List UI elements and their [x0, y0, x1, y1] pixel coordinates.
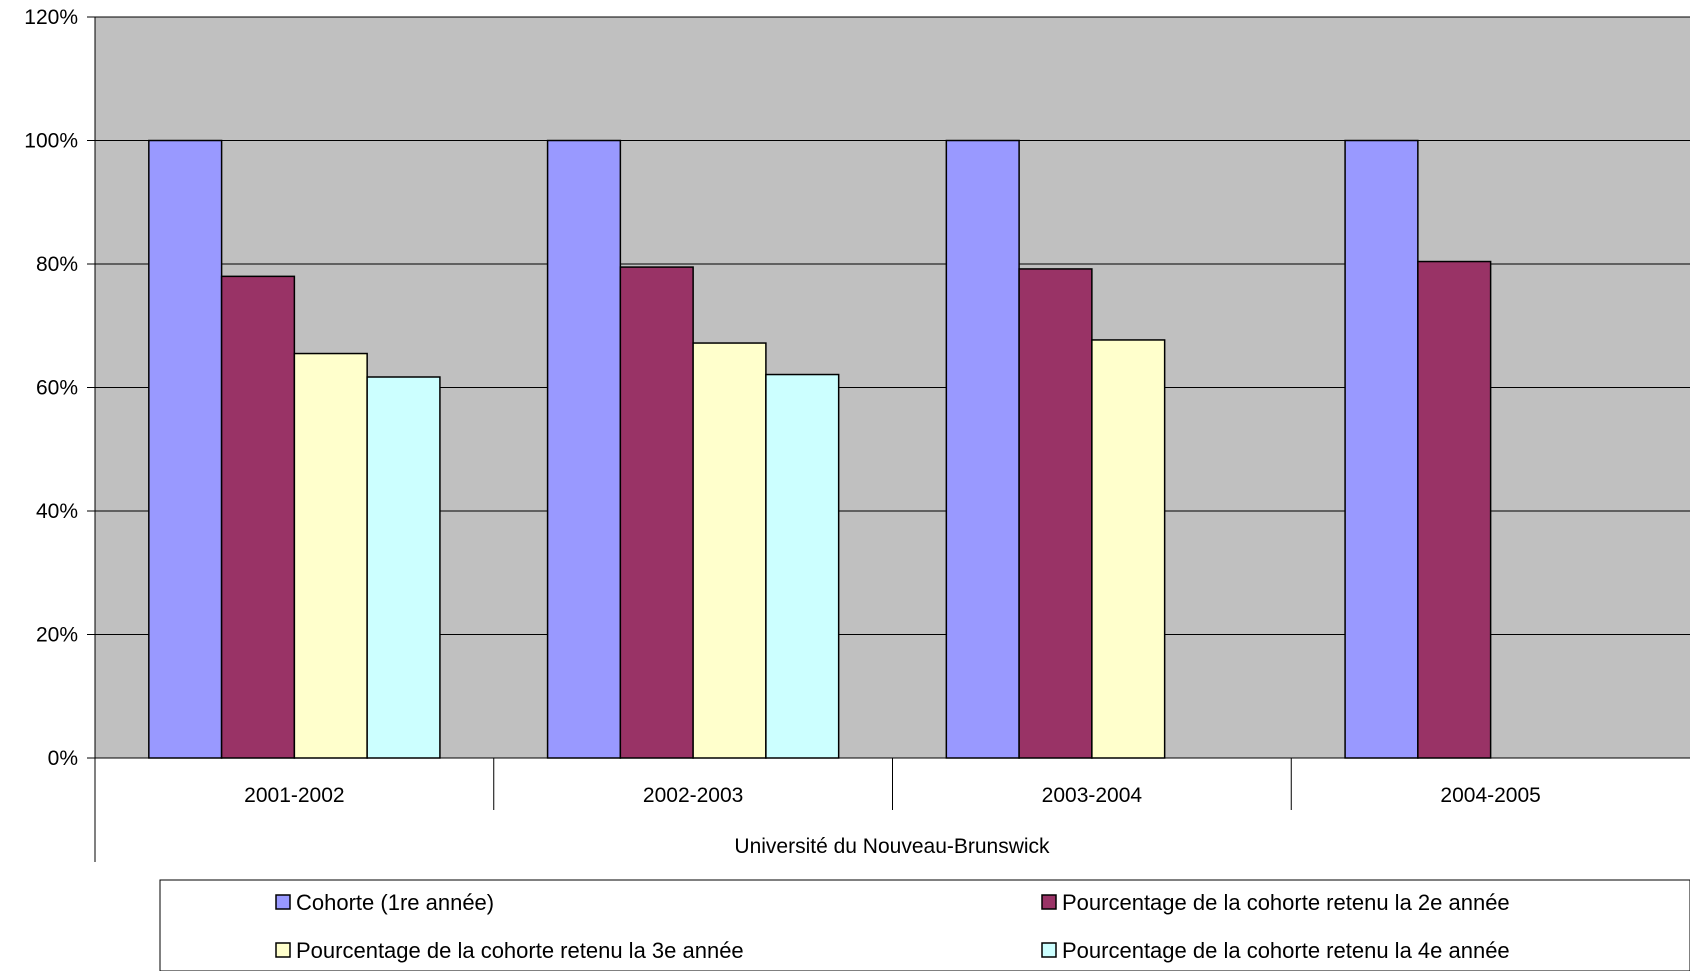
- bar-series-1-2003-2004: [945, 139, 1020, 759]
- y-tick-label: 120%: [24, 6, 78, 29]
- x-category-label: 2003-2004: [1042, 784, 1143, 807]
- legend-swatch: [275, 894, 291, 910]
- legend-frame: [159, 879, 1690, 971]
- legend-swatch: [1041, 894, 1057, 910]
- x-category-label: 2001-2002: [244, 784, 344, 807]
- y-axis-ticks: 0% 20% 40% 60% 80% 100% 120%: [24, 6, 95, 770]
- legend-item-label: Pourcentage de la cohorte retenu la 4e a…: [1062, 938, 1510, 963]
- group-label: Université du Nouveau-Brunswick: [734, 835, 1050, 858]
- bar-series-3-2003-2004: [1091, 339, 1166, 759]
- y-tick-label: 0%: [48, 747, 78, 770]
- bar-series-2-2002-2003: [619, 266, 694, 759]
- bar-series-1-2004-2005: [1344, 139, 1419, 759]
- bars: [148, 139, 1492, 759]
- x-category-label: 2002-2003: [643, 784, 743, 807]
- y-tick-label: 40%: [36, 500, 78, 523]
- legend-item-label: Cohorte (1re année): [296, 890, 494, 915]
- bar-series-3-2001-2002: [293, 352, 368, 759]
- legend-item-label: Pourcentage de la cohorte retenu la 3e a…: [296, 938, 744, 963]
- x-category-label: 2004-2005: [1440, 784, 1540, 807]
- bar-series-3-2002-2003: [692, 342, 767, 759]
- bar-series-4-2002-2003: [765, 373, 840, 759]
- bar-series-4-2001-2002: [366, 376, 441, 759]
- bar-series-1-2002-2003: [546, 139, 622, 759]
- legend: Cohorte (1re année) Pourcentage de la coh…: [159, 879, 1690, 971]
- bar-series-2-2001-2002: [220, 275, 296, 759]
- y-tick-label: 80%: [36, 253, 78, 276]
- legend-swatch: [275, 942, 291, 958]
- legend-item-label: Pourcentage de la cohorte retenu la 2e a…: [1062, 890, 1510, 915]
- bar-series-2-2004-2005: [1417, 260, 1492, 759]
- y-tick-label: 60%: [36, 377, 78, 400]
- x-axis-categories: 2001-2002 2002-2003 2003-2004 2004-2005: [244, 758, 1541, 810]
- bar-series-1-2001-2002: [148, 139, 223, 759]
- legend-swatch: [1041, 942, 1057, 958]
- bar-series-2-2003-2004: [1018, 268, 1093, 759]
- y-tick-label: 100%: [24, 130, 78, 153]
- y-tick-label: 20%: [36, 624, 78, 647]
